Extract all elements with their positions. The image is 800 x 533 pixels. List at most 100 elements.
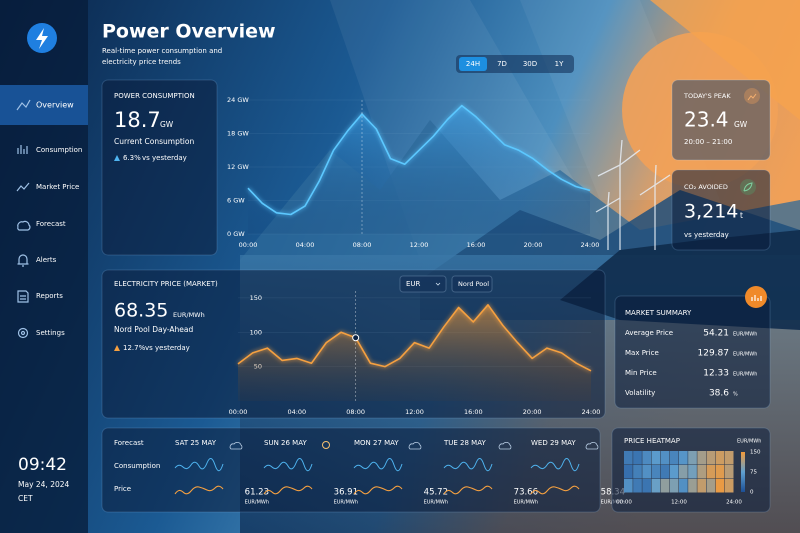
nav-item-part[interactable] <box>20 330 26 336</box>
x-tick-label: 08:00 <box>353 241 372 249</box>
heatmap-cell <box>642 465 651 479</box>
line <box>247 104 591 216</box>
forecast-unit: EUR/MWh <box>424 500 448 506</box>
page-subtitle: Real-time power consumption and <box>102 47 222 55</box>
x-tick-label: 00:00 <box>616 500 632 506</box>
nav-label[interactable]: Consumption <box>36 146 82 154</box>
card-icon <box>751 295 762 301</box>
sidebar-part <box>0 0 88 533</box>
y-tick-label: 6 GW <box>227 197 245 205</box>
nav-item-part[interactable] <box>16 99 31 111</box>
select-value[interactable]: EUR <box>406 280 421 288</box>
y-tick-label: 12 GW <box>227 163 249 171</box>
y-tick-label: 150 <box>250 294 262 302</box>
range-tab[interactable]: 1Y <box>555 60 564 68</box>
y-tick-label: 18 GW <box>227 130 249 138</box>
heatmap-cell <box>697 465 706 479</box>
nav-item[interactable]: Alerts <box>17 254 57 267</box>
card-bg <box>671 79 771 161</box>
x-tick-label: 16:00 <box>467 241 486 249</box>
nav-label[interactable]: Market Price <box>36 183 79 191</box>
heatmap-cell <box>669 465 679 479</box>
nav-label[interactable]: Alerts <box>36 256 57 264</box>
heatmap-cell <box>642 451 651 465</box>
day-name: SUN 26 MAY <box>264 439 307 447</box>
nav-item-part[interactable] <box>17 145 28 154</box>
nav-label[interactable]: Reports <box>36 292 63 300</box>
kpi-value: 18.7 <box>114 108 161 132</box>
kpi-change-note: vs yesterday <box>145 344 190 352</box>
summary-unit: % <box>733 392 738 398</box>
heatmap-cell <box>715 451 725 465</box>
nav-item-part[interactable] <box>17 290 29 303</box>
currency-select-part[interactable] <box>435 282 441 286</box>
heatmap-cell <box>688 479 697 493</box>
kpi-unit: GW <box>734 120 748 129</box>
clock-timezone: CET <box>18 494 33 503</box>
heatmap-cell <box>715 465 725 479</box>
day-name: MON 27 MAY <box>354 439 399 447</box>
clock-time: 09:42 <box>18 455 67 475</box>
kpi-change: 6.3% <box>123 154 141 162</box>
nav-label[interactable]: Forecast <box>36 220 66 228</box>
nav-item-part[interactable] <box>17 327 29 339</box>
card-label: TODAY'S PEAK <box>683 92 731 100</box>
kpi-caption: Nord Pool Day-Ahead <box>114 325 194 334</box>
colorbar-unit: EUR/MWh <box>737 439 761 445</box>
range-tab[interactable]: 7D <box>497 60 507 68</box>
range-tab[interactable]: 30D <box>523 60 537 68</box>
forecast-unit: EUR/MWh <box>245 500 269 506</box>
line <box>237 304 592 372</box>
tab-active-bg <box>459 57 487 71</box>
currency-select[interactable]: EUR <box>399 275 447 293</box>
summary-value: 129.87 <box>698 349 730 359</box>
heatmap-cell <box>633 451 642 465</box>
forecast-price: 61.23 <box>245 488 269 498</box>
heatmap-cell <box>651 465 661 479</box>
x-tick-label: 04:00 <box>296 241 315 249</box>
nav-item-part[interactable] <box>17 254 29 267</box>
background-part-part <box>595 204 609 213</box>
nav-item[interactable]: Overview <box>16 99 74 111</box>
nav-item-part[interactable] <box>17 220 31 231</box>
nav-item[interactable]: Consumption <box>17 145 82 154</box>
background-part-part <box>607 197 621 206</box>
nav-item[interactable]: Market Price <box>16 182 79 192</box>
forecast-label: Forecast <box>114 439 144 447</box>
logo-bolt <box>36 28 48 49</box>
panel-label: POWER CONSUMPTION <box>114 92 195 100</box>
forecast-unit: EUR/MWh <box>334 500 358 506</box>
kpi-value: 3,214 <box>684 201 738 223</box>
market-select-part[interactable] <box>451 275 493 293</box>
forecast-price: 73.66 <box>514 488 538 498</box>
y-tick-label: 0 GW <box>227 230 245 238</box>
nav-item[interactable]: Reports <box>17 290 63 303</box>
summary-value: 54.21 <box>703 329 729 339</box>
market-select[interactable]: Nord Pool <box>451 275 493 293</box>
nav-item[interactable]: Settings <box>17 327 66 339</box>
nav-item-part[interactable] <box>16 182 30 192</box>
background-part <box>595 139 671 250</box>
heatmap-cell <box>669 479 679 493</box>
x-tick-label: 12:00 <box>671 500 687 506</box>
colorbar-tick-label: 0 <box>750 490 754 496</box>
day-name: WED 29 MAY <box>531 439 576 447</box>
nav-label[interactable]: Settings <box>36 329 65 337</box>
day-name: SAT 25 MAY <box>175 439 217 447</box>
background-part-part <box>607 191 610 206</box>
nav-item[interactable]: Forecast <box>17 220 66 231</box>
y-tick-label: 100 <box>250 328 262 336</box>
x-tick-label: 00:00 <box>229 408 248 416</box>
select-value[interactable]: Nord Pool <box>458 280 489 288</box>
page-title: Power Overview <box>102 21 276 43</box>
heatmap-cell <box>624 451 633 465</box>
area-fill <box>248 105 590 234</box>
x-tick-label: 24:00 <box>581 241 600 249</box>
range-tab[interactable]: 24H <box>466 60 480 68</box>
nav-label[interactable]: Overview <box>36 101 74 110</box>
card-icon <box>743 182 753 192</box>
x-tick-label: 20:00 <box>523 408 542 416</box>
currency-select-part[interactable] <box>399 275 447 293</box>
